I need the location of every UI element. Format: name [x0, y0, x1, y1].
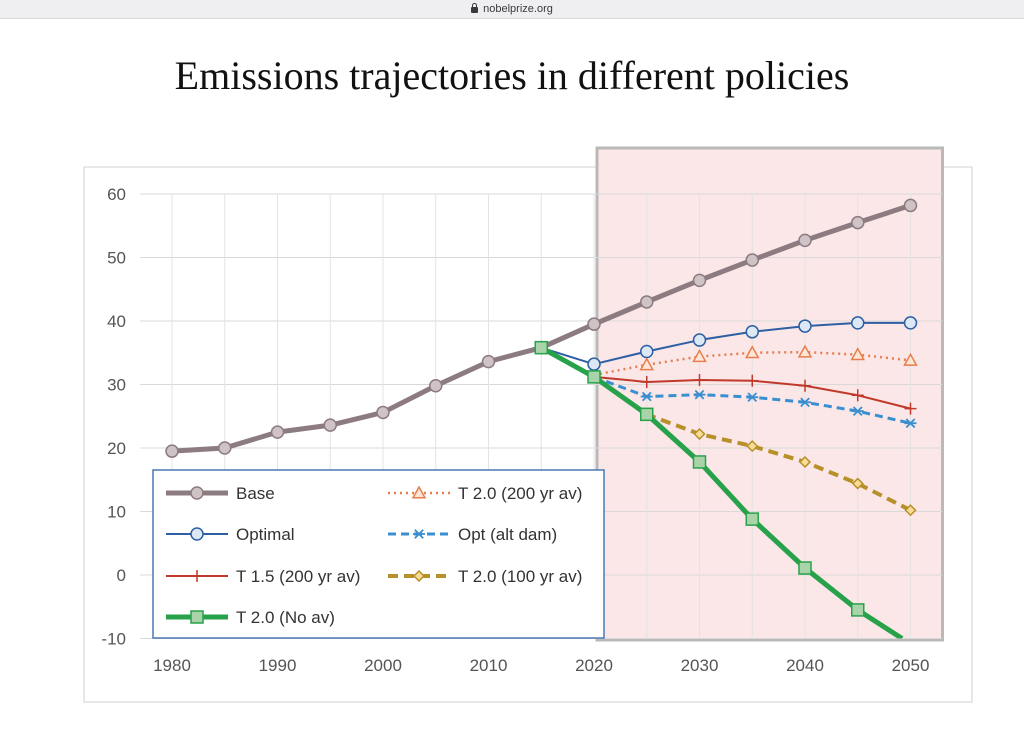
- y-tick-label: 10: [107, 503, 126, 522]
- legend-marker-optimal: [190, 527, 204, 541]
- data-point-base: [165, 444, 179, 458]
- url-text: nobelprize.org: [483, 3, 553, 15]
- legend-marker-t-1-5-200-yr-av: [191, 570, 203, 582]
- data-point-base: [587, 317, 601, 331]
- data-point-base: [218, 441, 232, 455]
- series-line-optimal: [540, 321, 911, 366]
- data-point-opt-alt-dam: [851, 406, 864, 417]
- y-tick-label: -10: [101, 630, 126, 649]
- data-point-t-2-0-200-yr-av: [903, 352, 918, 366]
- data-point-t-1-5-200-yr-av: [640, 375, 653, 388]
- legend-marker-opt-alt-dam: [413, 529, 425, 539]
- legend-marker-t-2-0-no-av: [190, 610, 204, 624]
- series-line-t-2-0-no-av: [540, 345, 904, 639]
- data-point-opt-alt-dam: [693, 389, 706, 400]
- legend-marker-base: [190, 486, 204, 500]
- data-point-base: [323, 418, 337, 432]
- slide-title: Emissions trajectories in different poli…: [174, 53, 850, 98]
- data-point-opt-alt-dam: [799, 397, 811, 408]
- data-point-base: [481, 354, 496, 369]
- data-point-t-2-0-100-yr-av: [746, 440, 759, 453]
- x-tick-label: 2050: [892, 656, 930, 675]
- data-point-base: [692, 273, 707, 288]
- data-point-t-1-5-200-yr-av: [799, 379, 811, 392]
- data-point-optimal: [587, 357, 601, 371]
- y-tick-label: 40: [107, 312, 126, 331]
- data-point-t-2-0-no-av: [692, 455, 707, 469]
- x-tick-label: 2000: [364, 656, 402, 675]
- y-tick-label: 60: [107, 185, 126, 204]
- legend-label-t-2-0-200-yr-av: T 2.0 (200 yr av): [458, 484, 582, 503]
- legend-label-t-1-5-200-yr-av: T 1.5 (200 yr av): [236, 567, 360, 586]
- data-point-t-1-5-200-yr-av: [746, 374, 759, 387]
- data-point-base: [376, 405, 390, 420]
- shaded-region: [595, 146, 944, 642]
- data-point-optimal: [692, 333, 707, 347]
- data-point-base: [270, 425, 285, 439]
- x-tick-label: 1990: [259, 656, 297, 675]
- data-point-t-2-0-200-yr-av: [850, 347, 866, 361]
- y-tick-label: 30: [107, 376, 126, 395]
- x-tick-label: 2040: [786, 656, 824, 675]
- browser-address-bar[interactable]: nobelprize.org: [0, 0, 1024, 19]
- data-point-t-2-0-200-yr-av: [744, 345, 760, 359]
- legend-label-t-2-0-no-av: T 2.0 (No av): [236, 608, 335, 627]
- data-point-t-2-0-200-yr-av: [639, 357, 655, 371]
- data-point-t-2-0-no-av: [587, 370, 601, 384]
- lock-icon: [471, 3, 479, 13]
- data-point-t-2-0-100-yr-av: [798, 455, 812, 469]
- data-point-opt-alt-dam: [640, 391, 653, 402]
- data-point-t-2-0-200-yr-av: [797, 344, 813, 358]
- data-point-t-2-0-200-yr-av: [692, 349, 707, 363]
- x-tick-label: 2020: [575, 656, 613, 675]
- data-point-t-2-0-no-av: [798, 561, 812, 575]
- data-point-base: [429, 379, 443, 393]
- data-point-t-1-5-200-yr-av: [693, 374, 706, 387]
- data-point-t-2-0-100-yr-av: [693, 427, 706, 441]
- data-point-optimal: [903, 316, 918, 330]
- data-point-t-2-0-no-av: [534, 340, 548, 355]
- legend-marker-t-2-0-100-yr-av: [412, 569, 426, 583]
- legend-label-optimal: Optimal: [236, 525, 295, 544]
- y-tick-label: 50: [107, 249, 126, 268]
- series-line-t-1-5-200-yr-av: [540, 346, 911, 410]
- y-tick-label: 20: [107, 439, 126, 458]
- data-point-t-1-5-200-yr-av: [904, 402, 917, 415]
- data-point-base: [640, 295, 654, 309]
- data-point-optimal: [745, 325, 759, 339]
- data-point-t-2-0-no-av: [745, 512, 759, 526]
- data-point-base: [851, 215, 865, 230]
- data-point-t-2-0-100-yr-av: [851, 477, 864, 490]
- data-point-base: [798, 233, 812, 248]
- legend-label-t-2-0-100-yr-av: T 2.0 (100 yr av): [458, 567, 582, 586]
- data-point-optimal: [640, 344, 654, 359]
- data-point-opt-alt-dam: [904, 418, 917, 429]
- data-point-optimal: [798, 319, 812, 333]
- legend-label-base: Base: [236, 484, 275, 503]
- data-point-base: [903, 198, 918, 213]
- x-tick-label: 1980: [153, 656, 191, 675]
- data-point-optimal: [851, 316, 865, 330]
- data-point-t-2-0-100-yr-av: [904, 504, 917, 517]
- data-point-t-1-5-200-yr-av: [851, 389, 864, 402]
- data-point-t-2-0-no-av: [851, 603, 865, 617]
- legend-box: [152, 469, 605, 639]
- x-tick-label: 2030: [681, 656, 719, 675]
- y-tick-label: 0: [117, 566, 126, 585]
- legend-label-opt-alt-dam: Opt (alt dam): [458, 525, 557, 544]
- legend-marker-t-2-0-200-yr-av: [411, 485, 427, 499]
- x-tick-label: 2010: [470, 656, 508, 675]
- data-point-base: [745, 253, 759, 267]
- data-point-t-2-0-no-av: [640, 407, 654, 422]
- data-point-opt-alt-dam: [746, 392, 759, 403]
